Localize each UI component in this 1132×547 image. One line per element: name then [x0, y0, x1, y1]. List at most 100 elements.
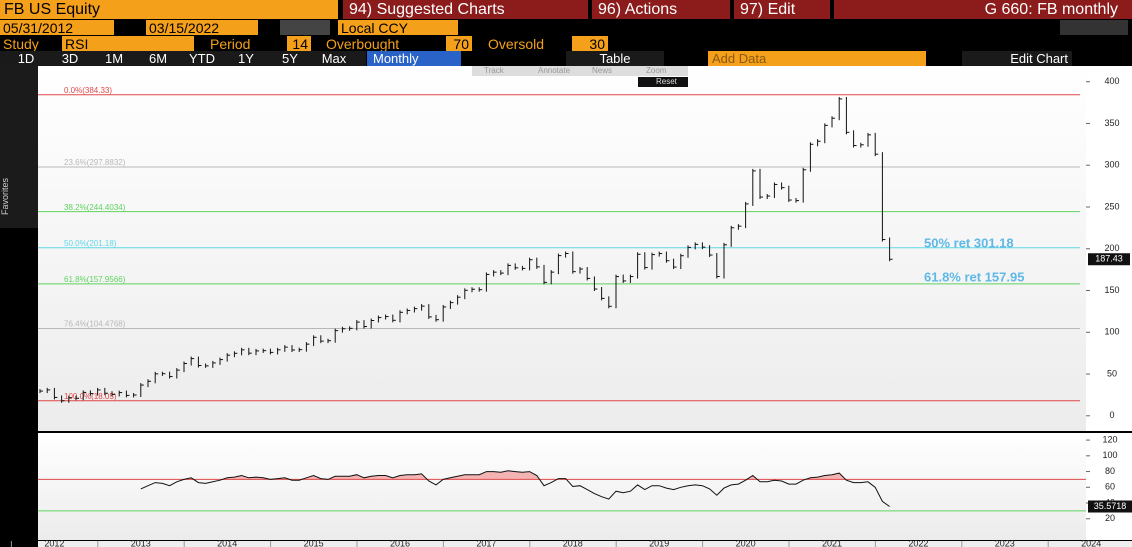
price-bar	[730, 225, 735, 247]
last-price: 187.43	[1095, 254, 1123, 264]
price-bar	[89, 390, 94, 396]
period-button[interactable]: Max	[321, 52, 347, 65]
x-tick-label: 2018	[563, 538, 583, 547]
y-tick-label: 300	[1104, 160, 1119, 170]
x-tick-label: 2016	[390, 538, 410, 547]
x-tick-label: 2021	[822, 538, 842, 547]
price-bar	[140, 383, 144, 398]
price-axis	[1086, 66, 1132, 431]
fib-label: 23.6%(297.8832)	[64, 158, 126, 167]
last-rsi: 35.5718	[1094, 501, 1127, 511]
price-bar	[845, 96, 850, 135]
fib-label: 100.0%(18.05)	[64, 392, 117, 401]
price-bar	[680, 253, 684, 270]
price-bar	[586, 267, 591, 281]
last-rsi-box	[1088, 500, 1132, 513]
price-bar	[291, 345, 295, 352]
annotation: 61.8% ret 157.95	[924, 269, 1024, 284]
edit-chart[interactable]: Edit Chart	[962, 51, 1072, 66]
price-bar	[867, 132, 871, 147]
price-pane	[38, 66, 1086, 431]
period-button[interactable]: 1D	[17, 52, 35, 65]
price-bar	[752, 168, 756, 206]
price-bar	[788, 185, 792, 203]
price-bar	[457, 295, 461, 305]
y-tick-label: 250	[1104, 201, 1119, 211]
tool-button[interactable]: News	[592, 67, 613, 75]
table-button[interactable]: Table	[566, 51, 664, 66]
page-title: G 660: FB monthly	[834, 0, 1132, 19]
price-bar	[392, 314, 396, 323]
menu[interactable]: 97) Edit	[734, 0, 830, 19]
oversold[interactable]: 30	[572, 36, 608, 51]
y-tick-label: 60	[1105, 482, 1115, 492]
menu[interactable]: 94) Suggested Charts	[343, 0, 588, 19]
price-bar	[277, 347, 281, 355]
ticker[interactable]: FB US Equity	[0, 0, 338, 19]
fib-label: 76.4%(104.4768)	[64, 320, 126, 329]
price-bar	[161, 371, 166, 376]
y-tick-label: 150	[1104, 285, 1119, 295]
period-button[interactable]: 1Y	[238, 52, 254, 65]
undo-redo[interactable]	[1060, 20, 1128, 35]
y-tick-label: 350	[1104, 118, 1119, 128]
reset[interactable]: Reset	[638, 77, 688, 87]
price-bar	[370, 318, 375, 329]
price-bar	[111, 391, 115, 397]
period-button[interactable]: 3D	[61, 52, 79, 65]
nav-buttons[interactable]	[280, 20, 330, 35]
y-tick-label: 80	[1105, 466, 1115, 476]
rsi-axis	[1086, 433, 1132, 540]
price-bar	[406, 308, 411, 315]
tool-button[interactable]: Track	[484, 67, 504, 75]
add-data[interactable]: Add Data	[708, 51, 926, 66]
menu[interactable]: 96) Actions	[592, 0, 730, 19]
last-price-box	[1088, 253, 1130, 266]
price-bar	[305, 342, 310, 352]
period-button[interactable]: 5Y	[282, 52, 298, 65]
tool-sidebar	[0, 66, 38, 228]
x-tick-label: 2015	[304, 538, 324, 547]
price-bar	[75, 395, 79, 401]
period[interactable]: 14	[287, 36, 311, 51]
price-bar	[831, 116, 835, 128]
price-bar	[233, 351, 238, 358]
price-bar	[608, 296, 612, 309]
price-bar	[61, 395, 65, 403]
price-bar	[529, 257, 533, 271]
tool-button[interactable]: Zoom	[646, 67, 667, 75]
price-bar	[176, 368, 180, 379]
study-name[interactable]: RSI	[62, 36, 194, 51]
price-bar	[377, 315, 382, 323]
overbought[interactable]: 70	[446, 36, 472, 51]
overbought-label: Overbought	[326, 37, 400, 51]
period-button[interactable]: 1M	[104, 52, 124, 65]
end-date[interactable]: 03/15/2022	[146, 20, 258, 35]
x-tick-label: 2014	[217, 538, 237, 547]
price-bar	[860, 142, 864, 148]
x-tick-label: 2012	[44, 538, 64, 547]
price-bar	[629, 274, 634, 283]
price-bar	[651, 252, 655, 270]
price-bar	[183, 361, 187, 373]
frequency[interactable]: Monthly	[367, 51, 461, 66]
period-button[interactable]: YTD	[189, 52, 215, 65]
annotation: 50% ret 301.18	[924, 235, 1014, 250]
start-date[interactable]: 05/31/2012	[0, 20, 114, 35]
y-tick-label: 100	[1102, 450, 1117, 460]
price-bar	[500, 270, 504, 276]
currency[interactable]: Local CCY	[338, 20, 458, 35]
price-bar	[637, 252, 641, 279]
period-button[interactable]: 6M	[148, 52, 168, 65]
price-bar	[212, 360, 216, 368]
price-bar	[46, 387, 51, 394]
price-bar	[464, 288, 468, 300]
price-bar	[399, 310, 403, 323]
price-bar	[169, 371, 173, 379]
price-bar	[694, 242, 699, 250]
fib-label: 61.8%(157.9566)	[64, 275, 126, 284]
x-tick-label: 2024	[1081, 538, 1101, 547]
tool-strip: Track Annotate News Zoom	[472, 66, 688, 76]
tool-button[interactable]: Annotate	[538, 67, 571, 75]
